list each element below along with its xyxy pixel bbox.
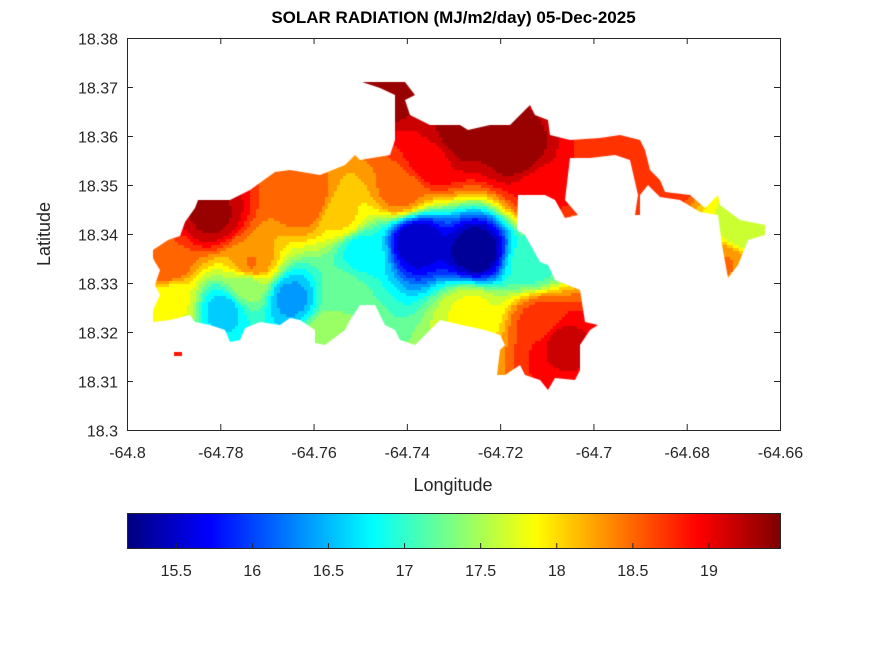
colorbar-ticks: 15.5 16 16.5 17 17.5 18 18.5 19 (161, 543, 718, 580)
y-axis-label: Latitude (34, 202, 54, 266)
x-tick-label: -64.72 (478, 445, 523, 462)
colorbar-tick-label: 17.5 (465, 563, 496, 580)
y-tick-label: 18.32 (78, 326, 118, 343)
y-tick-label: 18.33 (78, 277, 118, 294)
y-tick-label: 18.36 (78, 130, 118, 147)
y-axis: 18.3 18.31 18.32 18.33 18.34 18.35 18.36 18.37 1… (78, 32, 780, 441)
colorbar-tick-label: 18 (548, 563, 566, 580)
x-tick-label: -64.76 (291, 445, 336, 462)
x-tick-label: -64.78 (198, 445, 243, 462)
x-tick-label: -64.74 (385, 445, 430, 462)
x-tick-label: -64.7 (576, 445, 613, 462)
colorbar-tick-label: 19 (700, 563, 718, 580)
x-axis-label: Longitude (413, 475, 492, 495)
chart-title: SOLAR RADIATION (MJ/m2/day) 05-Dec-2025 (271, 8, 636, 27)
colorbar-tick-label: 17 (396, 563, 414, 580)
y-tick-label: 18.34 (78, 228, 118, 245)
colorbar-tick-label: 18.5 (617, 563, 648, 580)
x-tick-label: -64.8 (109, 445, 146, 462)
y-tick-label: 18.31 (78, 375, 118, 392)
x-axis: -64.8 -64.78 -64.76 -64.74 -64.72 -64.7 -64.68… (109, 38, 803, 462)
y-tick-label: 18.37 (78, 81, 118, 98)
y-tick-label: 18.35 (78, 179, 118, 196)
y-tick-label: 18.38 (78, 32, 118, 49)
colorbar-gradient (127, 513, 780, 548)
radiation-field (127, 38, 780, 430)
colorbar-tick-label: 16 (243, 563, 261, 580)
y-tick-label: 18.3 (87, 424, 118, 441)
x-tick-label: -64.68 (665, 445, 710, 462)
colorbar-tick-label: 16.5 (313, 563, 344, 580)
colorbar-frame (127, 513, 781, 549)
colorbar-tick-label: 15.5 (161, 563, 192, 580)
x-tick-label: -64.66 (758, 445, 803, 462)
